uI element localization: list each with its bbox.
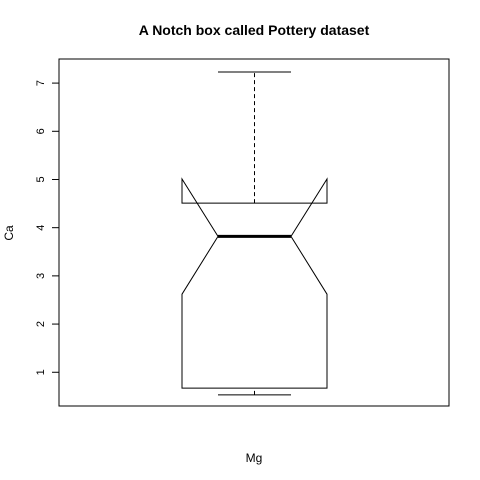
y-axis-label: Ca [2,225,16,241]
box-group [181,71,328,396]
chart-title: A Notch box called Pottery dataset [139,22,370,38]
notched-box [181,177,328,389]
y-tick-label: 1 [35,369,47,375]
y-tick-label: 6 [35,128,47,134]
y-tick-label: 4 [35,225,47,231]
y-tick-label: 2 [35,321,47,327]
y-axis: 1 2 3 4 5 6 7 [35,80,60,375]
x-axis-label: Mg [246,451,263,465]
y-tick-label: 5 [35,176,47,182]
y-tick-label: 3 [35,273,47,279]
y-tick-label: 7 [35,80,47,86]
